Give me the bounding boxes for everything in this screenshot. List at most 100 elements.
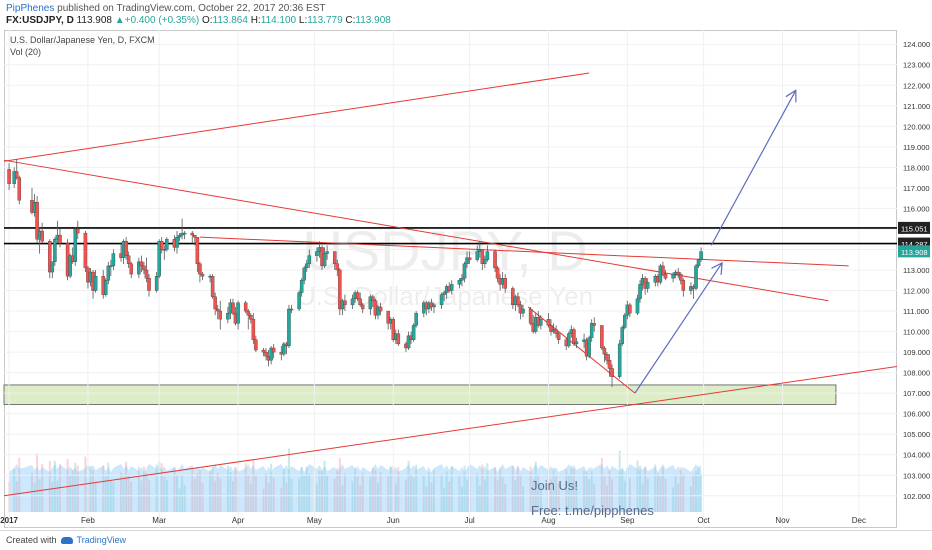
volume-bar	[201, 482, 204, 512]
price-label: 115.051	[901, 224, 928, 233]
volume-bar	[53, 460, 56, 512]
candle-body	[645, 282, 650, 289]
volume-bar	[318, 470, 321, 512]
candle-body	[671, 273, 675, 279]
volume-bar	[618, 450, 621, 512]
volume-bar	[450, 466, 453, 512]
volume-bar	[628, 478, 631, 512]
volume-bar	[300, 466, 303, 512]
volume-bar	[529, 466, 532, 512]
candle-body	[297, 292, 301, 310]
projection-arrow	[634, 264, 722, 394]
candle-body	[126, 255, 131, 264]
candle-body	[48, 241, 52, 273]
x-tick-label: Feb	[81, 516, 95, 525]
candle-body	[236, 302, 240, 324]
candle-body	[139, 261, 144, 267]
publish-info: PipPhenes published on TradingView.com, …	[6, 3, 325, 14]
volume-bar	[519, 475, 522, 512]
volume-bar	[646, 478, 649, 512]
open-value: 113.864	[212, 15, 248, 26]
author-link[interactable]: PipPhenes	[6, 3, 55, 14]
y-tick-label: 116.000	[903, 204, 930, 213]
candle-body	[539, 319, 543, 326]
volume-bar	[282, 469, 285, 512]
candle-body	[699, 251, 703, 260]
volume-bar	[501, 477, 504, 512]
volume-bar	[387, 475, 390, 512]
volume-bar	[677, 483, 680, 512]
volume-bar	[516, 466, 519, 512]
price-label: 114.287	[901, 240, 928, 249]
candle-body	[190, 232, 195, 236]
candle-body	[475, 251, 479, 260]
candle-body	[483, 259, 487, 264]
candle-body	[40, 230, 44, 242]
candle-body	[165, 239, 169, 250]
candle-body	[696, 259, 701, 267]
volume-bar	[13, 468, 16, 512]
quote-line: FX:USDJPY, D 113.908 ▲+0.400 (+0.35%) O:…	[6, 15, 391, 26]
volume-bar	[127, 474, 130, 512]
y-tick-label: 112.000	[903, 287, 930, 296]
candle-body	[556, 333, 561, 340]
candle-body	[521, 308, 525, 314]
candle-body	[574, 341, 579, 345]
volume-bar	[102, 465, 105, 512]
volume-bar	[476, 473, 479, 512]
candle-body	[246, 310, 250, 316]
volume-bar	[214, 480, 217, 512]
y-tick-label: 117.000	[903, 184, 930, 193]
volume-bar	[692, 473, 695, 512]
candle-body	[681, 280, 686, 291]
candle-body	[355, 292, 360, 299]
candle-body	[289, 308, 294, 311]
x-tick-label: Sep	[620, 516, 635, 525]
trendline	[199, 236, 849, 267]
volume-bar	[356, 476, 359, 512]
volume-bar	[51, 482, 54, 512]
volume-bar	[443, 487, 446, 512]
volume-bar	[445, 471, 448, 512]
volume-bar	[130, 482, 133, 512]
volume-bar	[160, 463, 163, 512]
volume-bar	[285, 482, 288, 512]
y-tick-label: 119.000	[903, 143, 930, 152]
volume-bar	[15, 481, 18, 512]
volume-bar	[338, 458, 341, 512]
volume-bar	[679, 467, 682, 512]
volume-bar	[504, 484, 507, 512]
volume-bar	[661, 467, 664, 512]
candle-body	[302, 267, 306, 281]
volume-bar	[303, 475, 306, 512]
volume-bar	[539, 484, 542, 512]
candle-body	[175, 237, 179, 248]
volume-bar	[376, 483, 379, 512]
candle-body	[335, 263, 340, 271]
candle-body	[623, 315, 627, 328]
volume-bar	[308, 473, 311, 512]
tradingview-link[interactable]: TradingView	[76, 535, 127, 545]
candle-body	[305, 263, 309, 269]
volume-bar	[30, 472, 33, 512]
candle-body	[182, 232, 187, 235]
volume-bar	[249, 483, 252, 512]
volume-bar	[341, 485, 344, 512]
candle-body	[467, 257, 472, 260]
volume-bar	[654, 464, 657, 512]
volume-bar	[122, 474, 125, 512]
volume-bar	[181, 474, 184, 512]
y-tick-label: 103.000	[903, 471, 930, 480]
volume-bar	[354, 467, 357, 512]
candle-body	[218, 310, 223, 320]
candle-body	[457, 280, 462, 285]
volume-bar	[198, 469, 201, 512]
candle-body	[322, 253, 327, 267]
candle-body	[215, 308, 220, 312]
y-tick-label: 105.000	[903, 430, 930, 439]
volume-bar	[486, 463, 489, 512]
volume-bar	[623, 480, 626, 512]
candle-body	[411, 325, 416, 340]
volume-bar	[56, 480, 59, 512]
